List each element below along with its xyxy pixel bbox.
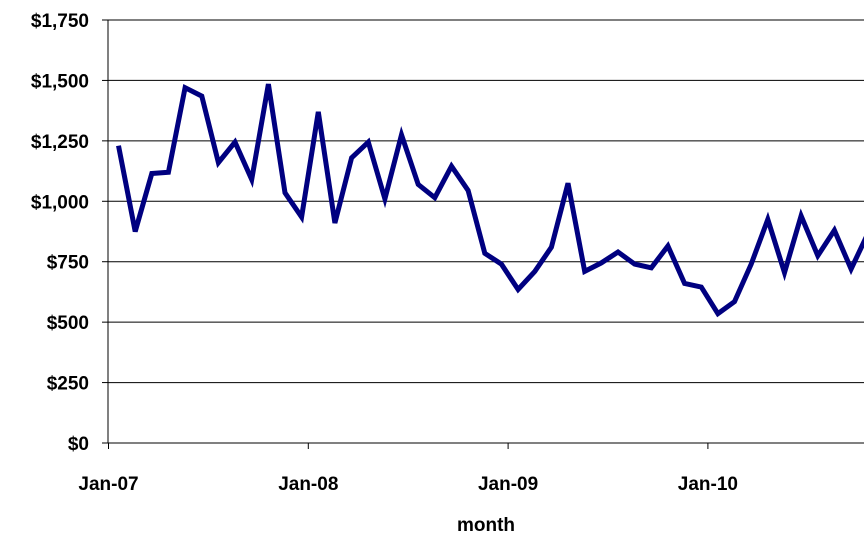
x-tick-label: Jan-08 bbox=[278, 474, 338, 495]
x-axis-title: month bbox=[457, 515, 515, 536]
x-tick-label: Jan-10 bbox=[678, 474, 738, 495]
series-line bbox=[119, 84, 864, 314]
y-tick-label: $750 bbox=[47, 253, 89, 274]
y-tick-label: $250 bbox=[47, 374, 89, 395]
gridlines bbox=[108, 20, 864, 383]
y-axis-ticks: $0 $250 $500 $750 $1,000 $1,250 $1,500 $1,750 bbox=[31, 11, 108, 455]
y-tick-label: $1,500 bbox=[31, 71, 89, 92]
y-tick-label: $1,250 bbox=[31, 132, 89, 153]
y-tick-label: $1,750 bbox=[31, 11, 89, 32]
x-axis-ticks: Jan-07 Jan-08 Jan-09 Jan-10 bbox=[78, 443, 738, 495]
series-layer bbox=[119, 84, 864, 314]
x-tick-label: Jan-09 bbox=[478, 474, 538, 495]
y-tick-label: $1,000 bbox=[31, 192, 89, 213]
x-tick-label: Jan-07 bbox=[78, 474, 138, 495]
y-tick-label: $0 bbox=[68, 434, 89, 455]
y-tick-label: $500 bbox=[47, 313, 89, 334]
axes bbox=[108, 20, 864, 443]
